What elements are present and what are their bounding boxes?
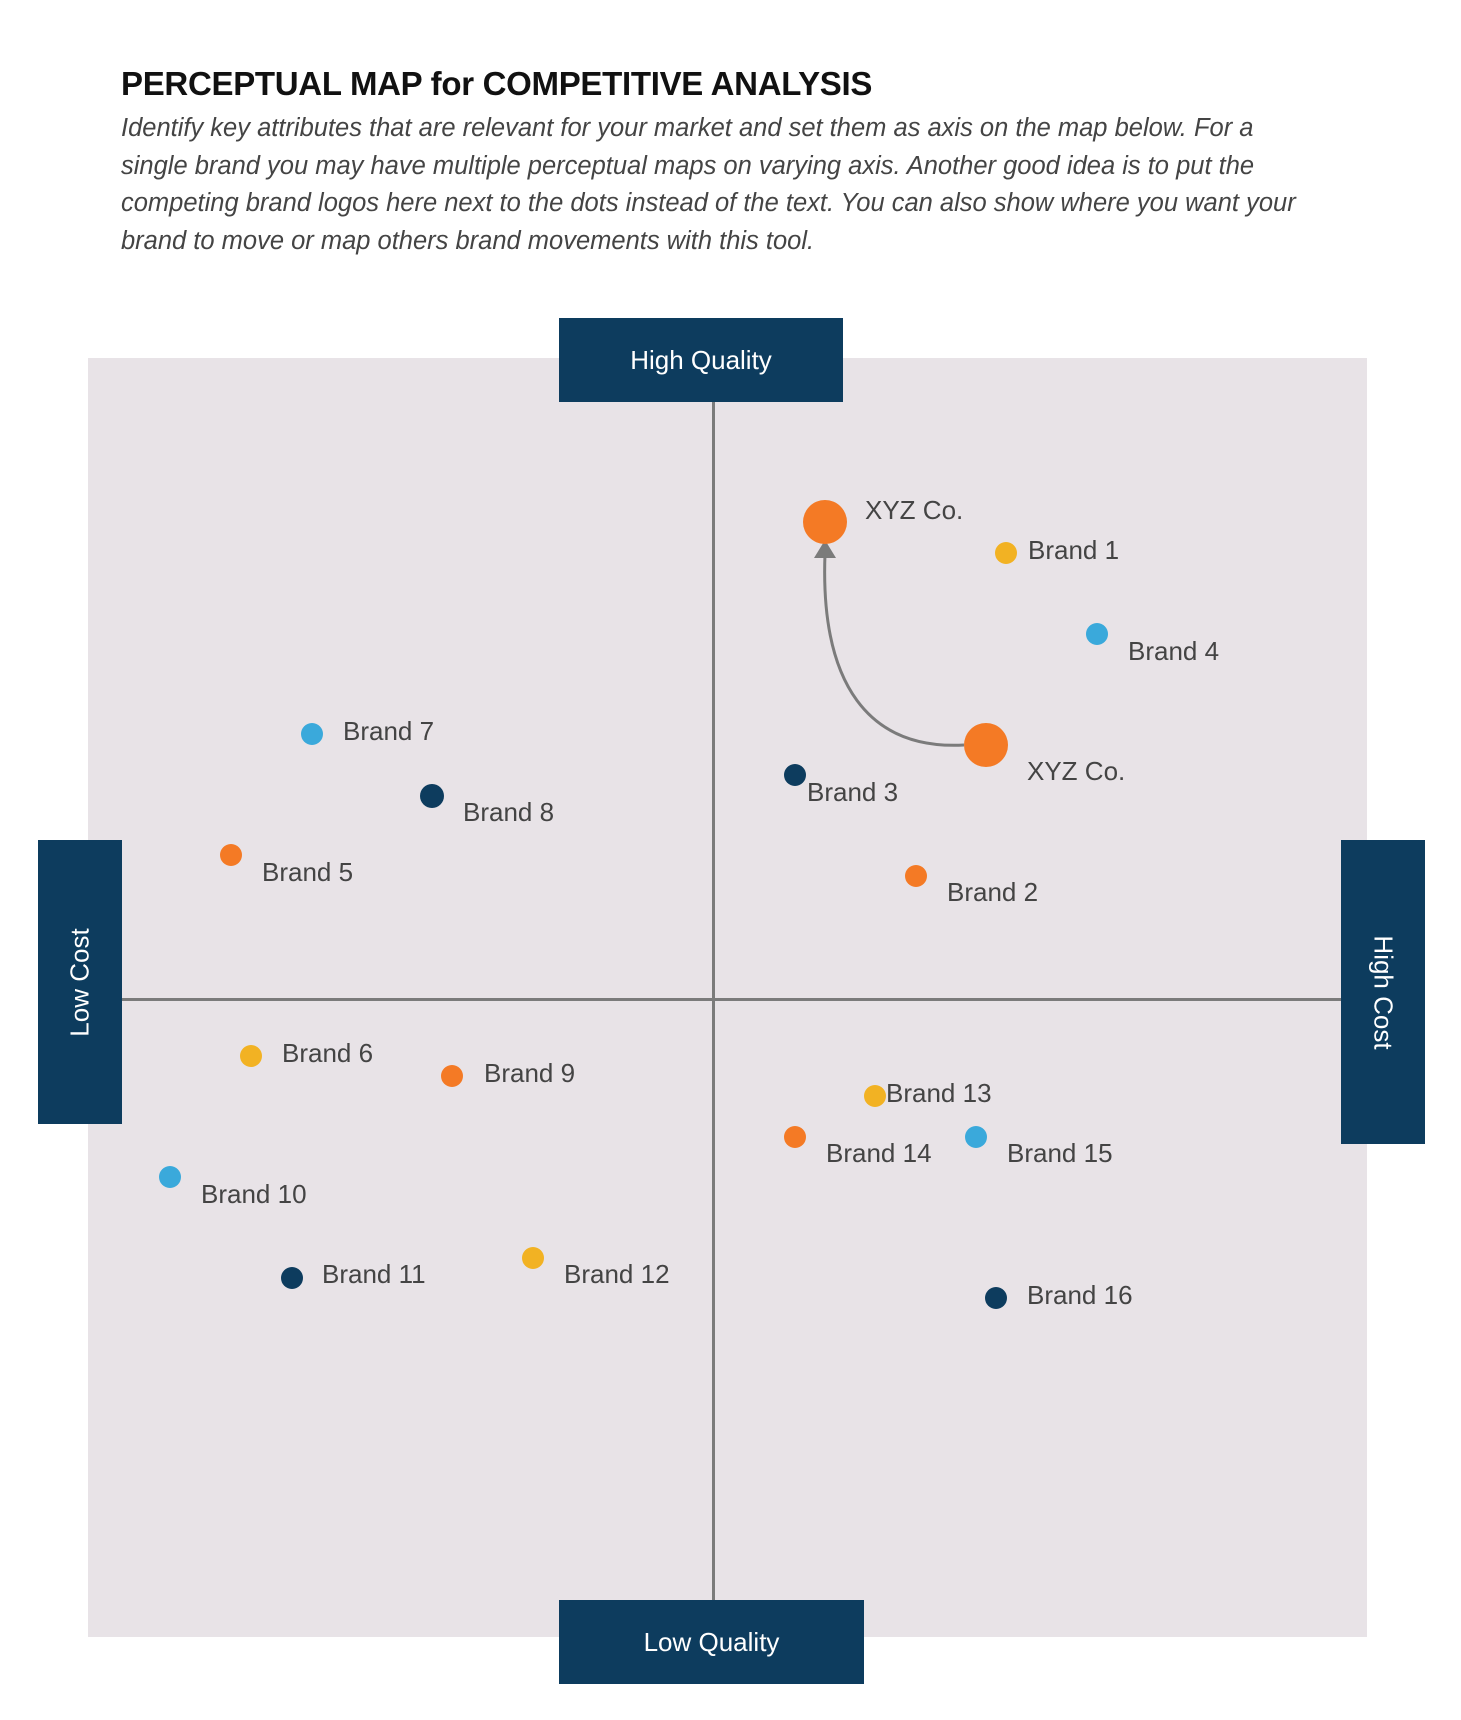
brand-11-label: Brand 11 bbox=[322, 1259, 426, 1289]
page-title: PERCEPTUAL MAP for COMPETITIVE ANALYSIS bbox=[121, 65, 873, 102]
axis-label-text: High Cost bbox=[1368, 934, 1399, 1050]
movement-arrowhead-icon bbox=[814, 540, 836, 558]
brand-15-dot bbox=[965, 1126, 987, 1148]
brand-10-label: Brand 10 bbox=[201, 1179, 307, 1209]
brand-13-dot bbox=[864, 1085, 886, 1107]
brand-12-dot bbox=[522, 1247, 544, 1269]
brand-13-label: Brand 13 bbox=[886, 1078, 992, 1108]
axis-label-text: High Quality bbox=[630, 344, 772, 375]
page-description: Identify key attributes that are relevan… bbox=[121, 114, 1296, 255]
header: PERCEPTUAL MAP for COMPETITIVE ANALYSIS … bbox=[121, 62, 1341, 260]
brand-1-label: Brand 1 bbox=[1028, 535, 1119, 565]
brand-11-dot bbox=[281, 1267, 303, 1289]
axis-label-high-cost: High Cost bbox=[1341, 840, 1425, 1144]
brand-9-label: Brand 9 bbox=[484, 1058, 575, 1088]
brand-5-dot bbox=[220, 844, 242, 866]
brand-2-label: Brand 2 bbox=[947, 877, 1038, 907]
axis-label-low-cost: Low Cost bbox=[38, 840, 122, 1124]
brand-3-label: Brand 3 bbox=[807, 777, 898, 807]
brand-12-label: Brand 12 bbox=[564, 1259, 670, 1289]
brand-14-label: Brand 14 bbox=[826, 1138, 932, 1168]
vertical-axis-line bbox=[712, 400, 715, 1605]
brand-1-dot bbox=[995, 542, 1017, 564]
brand-14-dot bbox=[784, 1126, 806, 1148]
brand-9-dot bbox=[441, 1065, 463, 1087]
xyz-co-current-dot bbox=[964, 723, 1008, 767]
xyz-co-target-label: XYZ Co. bbox=[865, 495, 963, 525]
movement-arrow-line bbox=[823, 553, 965, 747]
brand-8-label: Brand 8 bbox=[463, 797, 554, 827]
brand-16-dot bbox=[985, 1287, 1007, 1309]
brand-16-label: Brand 16 bbox=[1027, 1280, 1133, 1310]
brand-6-dot bbox=[240, 1045, 262, 1067]
brand-7-label: Brand 7 bbox=[343, 716, 434, 746]
brand-4-label: Brand 4 bbox=[1128, 636, 1219, 666]
brand-6-label: Brand 6 bbox=[282, 1038, 373, 1068]
brand-5-label: Brand 5 bbox=[262, 857, 353, 887]
perceptual-map-area bbox=[88, 358, 1367, 1637]
axis-label-low-quality: Low Quality bbox=[559, 1600, 864, 1684]
brand-10-dot bbox=[159, 1166, 181, 1188]
xyz-co-target-dot bbox=[803, 500, 847, 544]
brand-4-dot bbox=[1086, 623, 1108, 645]
brand-2-dot bbox=[905, 865, 927, 887]
axis-label-text: Low Quality bbox=[643, 1626, 780, 1657]
axis-label-high-quality: High Quality bbox=[559, 318, 843, 402]
horizontal-axis-line bbox=[120, 998, 1345, 1001]
brand-3-dot bbox=[784, 764, 806, 786]
xyz-co-current-label: XYZ Co. bbox=[1027, 756, 1125, 786]
brand-8-dot bbox=[420, 784, 444, 808]
brand-15-label: Brand 15 bbox=[1007, 1138, 1113, 1168]
brand-7-dot bbox=[301, 723, 323, 745]
axis-label-text: Low Cost bbox=[64, 927, 95, 1037]
